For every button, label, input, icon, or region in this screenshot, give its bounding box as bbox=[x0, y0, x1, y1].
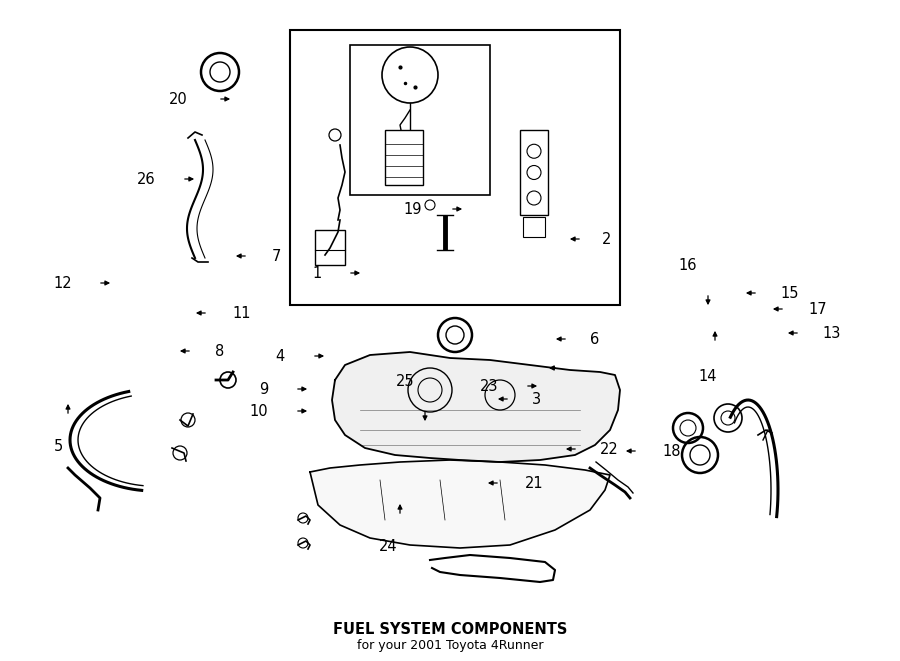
Text: 14: 14 bbox=[698, 369, 717, 384]
Bar bbox=[350, 45, 490, 195]
Text: 9: 9 bbox=[259, 381, 268, 397]
Bar bbox=[523, 217, 545, 237]
Bar bbox=[520, 130, 548, 215]
Bar bbox=[290, 30, 620, 305]
Text: 4: 4 bbox=[275, 348, 285, 364]
Text: 21: 21 bbox=[525, 475, 544, 490]
Text: for your 2001 Toyota 4Runner: for your 2001 Toyota 4Runner bbox=[356, 639, 544, 652]
Text: 1: 1 bbox=[313, 266, 322, 280]
Text: 6: 6 bbox=[590, 332, 599, 346]
Polygon shape bbox=[310, 460, 610, 548]
Text: 7: 7 bbox=[272, 249, 282, 264]
Text: 12: 12 bbox=[53, 276, 72, 290]
Text: 13: 13 bbox=[822, 325, 841, 340]
Text: 24: 24 bbox=[379, 539, 397, 554]
Bar bbox=[315, 230, 345, 265]
Text: 16: 16 bbox=[679, 258, 698, 273]
Text: 23: 23 bbox=[480, 379, 498, 393]
Text: 22: 22 bbox=[600, 442, 619, 457]
Text: 20: 20 bbox=[169, 91, 188, 106]
Text: 19: 19 bbox=[403, 202, 422, 217]
Text: 3: 3 bbox=[532, 391, 541, 407]
Text: 18: 18 bbox=[662, 444, 680, 459]
Text: 25: 25 bbox=[396, 374, 414, 389]
Text: FUEL SYSTEM COMPONENTS: FUEL SYSTEM COMPONENTS bbox=[333, 621, 567, 637]
Text: 17: 17 bbox=[808, 301, 826, 317]
Text: 8: 8 bbox=[215, 344, 224, 358]
Text: 5: 5 bbox=[53, 439, 63, 454]
Text: 2: 2 bbox=[602, 231, 611, 247]
Text: 26: 26 bbox=[137, 171, 155, 186]
Bar bbox=[385, 130, 423, 185]
Text: 15: 15 bbox=[780, 286, 798, 301]
Text: 11: 11 bbox=[232, 305, 250, 321]
Polygon shape bbox=[332, 352, 620, 462]
Text: 10: 10 bbox=[249, 403, 268, 418]
